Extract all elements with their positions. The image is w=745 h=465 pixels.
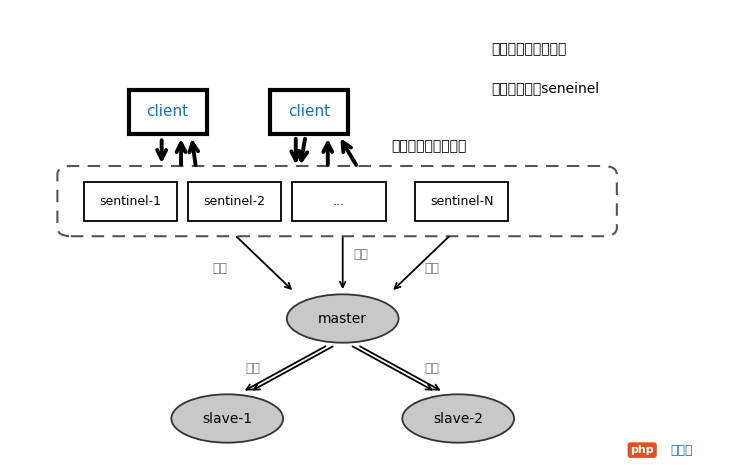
Text: 复制: 复制 xyxy=(425,362,440,375)
Text: sentinel-2: sentinel-2 xyxy=(203,195,266,208)
Text: 而是连接的是seneinel: 而是连接的是seneinel xyxy=(492,81,600,95)
Text: sentinel-1: sentinel-1 xyxy=(99,195,162,208)
Text: client: client xyxy=(147,104,188,119)
FancyBboxPatch shape xyxy=(83,182,177,221)
Text: sentinel-N: sentinel-N xyxy=(430,195,494,208)
Text: 返回服务相关的信息: 返回服务相关的信息 xyxy=(391,140,466,153)
Text: ...: ... xyxy=(333,195,345,208)
Text: 监控: 监控 xyxy=(354,248,369,260)
Text: master: master xyxy=(318,312,367,326)
FancyBboxPatch shape xyxy=(292,182,386,221)
FancyBboxPatch shape xyxy=(57,166,617,236)
FancyBboxPatch shape xyxy=(188,182,282,221)
Ellipse shape xyxy=(171,394,283,443)
Text: slave-1: slave-1 xyxy=(202,412,253,425)
Text: 并没有直接连接主机: 并没有直接连接主机 xyxy=(492,42,567,56)
Text: 监控: 监控 xyxy=(425,262,440,274)
Text: 监控: 监控 xyxy=(212,262,227,274)
Text: php: php xyxy=(630,445,654,455)
Ellipse shape xyxy=(402,394,514,443)
FancyBboxPatch shape xyxy=(270,89,348,134)
Text: client: client xyxy=(288,104,330,119)
Text: 中文网: 中文网 xyxy=(670,444,693,457)
FancyBboxPatch shape xyxy=(415,182,508,221)
FancyBboxPatch shape xyxy=(129,89,207,134)
Text: 复制: 复制 xyxy=(246,362,261,375)
Text: slave-2: slave-2 xyxy=(433,412,484,425)
Ellipse shape xyxy=(287,294,399,343)
